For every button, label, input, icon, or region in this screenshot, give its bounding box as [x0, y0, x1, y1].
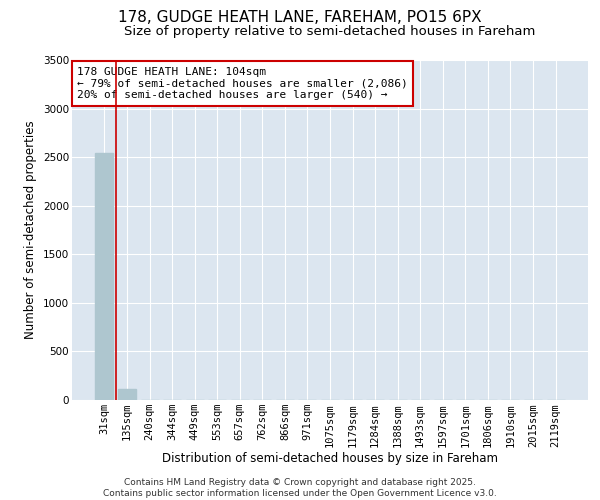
X-axis label: Distribution of semi-detached houses by size in Fareham: Distribution of semi-detached houses by …	[162, 452, 498, 465]
Bar	[95, 154, 113, 400]
Text: 178, GUDGE HEATH LANE, FAREHAM, PO15 6PX: 178, GUDGE HEATH LANE, FAREHAM, PO15 6PX	[118, 10, 482, 25]
Bar	[118, 390, 136, 400]
Title: Size of property relative to semi-detached houses in Fareham: Size of property relative to semi-detach…	[124, 25, 536, 38]
Text: Contains HM Land Registry data © Crown copyright and database right 2025.
Contai: Contains HM Land Registry data © Crown c…	[103, 478, 497, 498]
Y-axis label: Number of semi-detached properties: Number of semi-detached properties	[25, 120, 37, 340]
Text: 178 GUDGE HEATH LANE: 104sqm
← 79% of semi-detached houses are smaller (2,086)
2: 178 GUDGE HEATH LANE: 104sqm ← 79% of se…	[77, 67, 408, 100]
